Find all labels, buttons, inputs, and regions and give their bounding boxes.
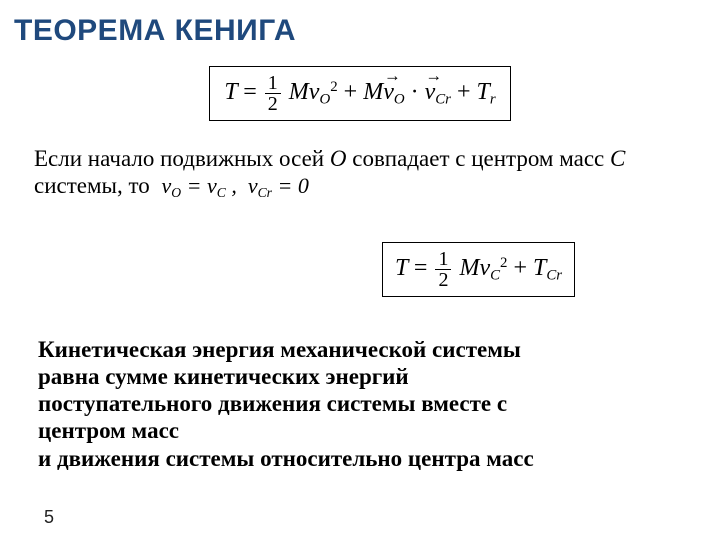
- inline-equality: vO = vC , vCr = 0: [162, 173, 309, 198]
- theorem-line1: Кинетическая энергия механической систем…: [38, 337, 521, 362]
- formula2-box: T = 12 MvC2 + TCr: [382, 242, 575, 297]
- formula2: T = 12 MvC2 + TCr: [395, 255, 562, 281]
- formula1-container: T = 12 MvO2 + MvO · vCr + Tr: [0, 66, 720, 121]
- para1-before: Если начало подвижных осей: [34, 146, 330, 171]
- slide-title: ТЕОРЕМА КЕНИГА: [0, 0, 720, 48]
- para1-var-C: С: [610, 146, 625, 171]
- formula1-box: T = 12 MvO2 + MvO · vCr + Tr: [209, 66, 510, 121]
- page-number: 5: [44, 507, 54, 528]
- para1-mid: совпадает с центром масс: [346, 146, 610, 171]
- para1-var-O: О: [330, 146, 347, 171]
- para1-after: системы, то: [34, 173, 150, 198]
- formula1: T = 12 MvO2 + MvO · vCr + Tr: [224, 79, 495, 105]
- paragraph-1: Если начало подвижных осей О совпадает с…: [0, 121, 720, 201]
- theorem-statement: Кинетическая энергия механической систем…: [38, 336, 674, 472]
- formula2-container: T = 12 MvC2 + TCr: [382, 242, 575, 297]
- theorem-line4: центром масс: [38, 418, 179, 443]
- theorem-line5: и движения системы относительно центра м…: [38, 446, 534, 471]
- theorem-line3: поступательного движения системы вместе …: [38, 391, 507, 416]
- theorem-line2: равна сумме кинетических энергий: [38, 364, 409, 389]
